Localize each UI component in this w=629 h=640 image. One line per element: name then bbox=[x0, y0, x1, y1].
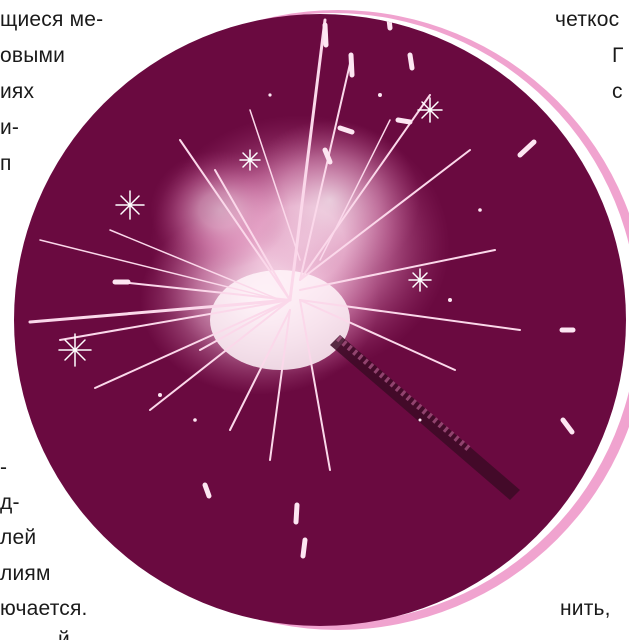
text-line: - bbox=[0, 456, 8, 479]
sparkler-burst bbox=[28, 14, 576, 559]
text-line: четкос bbox=[555, 8, 620, 31]
text-line: Г bbox=[612, 44, 624, 67]
text-line: й bbox=[58, 628, 70, 640]
text-line: с bbox=[612, 80, 623, 103]
text-line: п bbox=[0, 152, 12, 175]
text-line: д- bbox=[0, 491, 20, 514]
text-line: и- bbox=[0, 116, 20, 139]
text-line: лей bbox=[0, 526, 37, 549]
text-line: щиеся ме- bbox=[0, 8, 104, 31]
text-line: иях bbox=[0, 80, 35, 103]
text-line: ючается. bbox=[0, 597, 88, 620]
text-line: овыми bbox=[0, 44, 66, 67]
text-line: лиям bbox=[0, 562, 51, 585]
text-line: нить, bbox=[560, 597, 611, 620]
